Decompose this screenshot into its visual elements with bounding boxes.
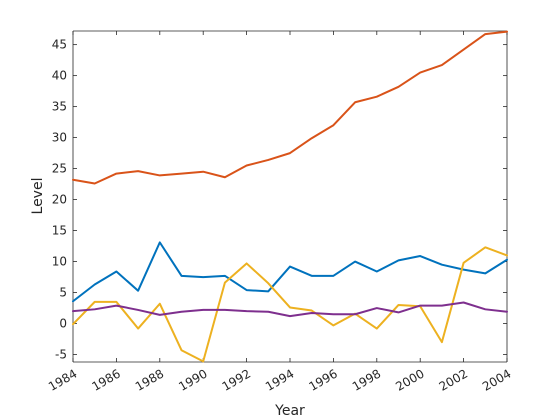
x-tick-label: 1996 — [306, 366, 339, 393]
x-tick-label: 2004 — [480, 366, 513, 393]
y-axis-title: Level — [30, 178, 46, 215]
y-tick-label: 20 — [52, 193, 67, 207]
series-group — [72, 30, 508, 363]
series-line-3 — [72, 246, 508, 363]
x-tick-label: 1988 — [133, 366, 166, 393]
y-tick-label: 40 — [52, 69, 67, 83]
y-tick-label: 25 — [52, 162, 67, 176]
y-tick-label: 45 — [52, 38, 67, 52]
y-tick-label: 0 — [59, 317, 67, 331]
y-tick-label: 15 — [52, 224, 67, 238]
y-tick-label: 5 — [59, 286, 67, 300]
x-tick-label: 1986 — [89, 366, 122, 393]
x-tick-label: 1998 — [350, 366, 383, 393]
x-axis-title: Year — [274, 403, 305, 419]
y-tick-label: 10 — [52, 255, 67, 269]
y-ticks: -5 0 5 10 15 20 25 30 35 40 45 — [52, 38, 507, 362]
series-line-1 — [72, 241, 508, 303]
x-tick-label: 1992 — [220, 366, 253, 393]
y-tick-label: -5 — [55, 348, 67, 362]
x-tick-label: 1994 — [263, 366, 296, 393]
x-tick-label: 1990 — [176, 366, 209, 393]
series-line-2 — [72, 30, 508, 185]
y-tick-label: 35 — [52, 100, 67, 114]
plot-area: 1984 1986 1988 1990 1992 1994 1996 1998 2000 2002… — [46, 30, 514, 394]
series-line-4 — [72, 301, 508, 318]
x-tick-label: 2002 — [437, 366, 470, 393]
x-tick-label: 2000 — [393, 366, 426, 393]
x-tick-label: 1984 — [46, 366, 79, 393]
y-tick-label: 30 — [52, 131, 67, 145]
